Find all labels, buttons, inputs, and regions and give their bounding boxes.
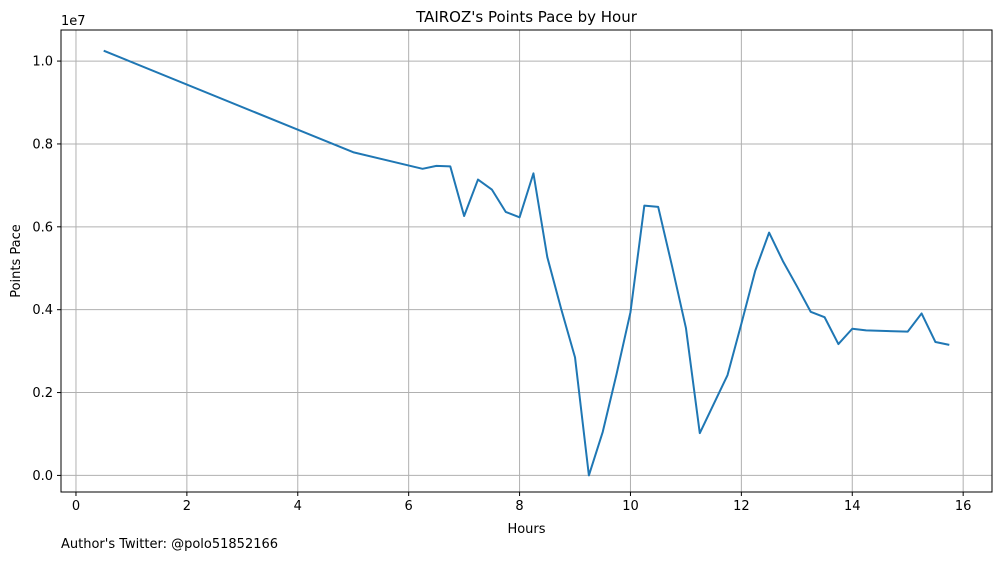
plot-frame bbox=[60, 29, 993, 493]
x-tick-label: 10 bbox=[622, 499, 639, 514]
y-tick-label: 0.6 bbox=[32, 220, 53, 235]
y-tick-label: 0.2 bbox=[32, 386, 53, 401]
series-line bbox=[103, 49, 950, 477]
x-tick-label: 4 bbox=[294, 499, 302, 514]
x-tick-label: 12 bbox=[733, 499, 750, 514]
x-tick-label: 0 bbox=[72, 499, 80, 514]
y-axis-offset-label: 1e7 bbox=[61, 14, 86, 29]
y-tick-label: 1.0 bbox=[32, 55, 53, 70]
x-tick-label: 14 bbox=[844, 499, 861, 514]
x-tick-label: 6 bbox=[405, 499, 413, 514]
x-axis-label: Hours bbox=[507, 522, 545, 537]
author-credit: Author's Twitter: @polo51852166 bbox=[61, 537, 279, 552]
grid-lines bbox=[61, 30, 992, 492]
x-tick-label: 16 bbox=[955, 499, 972, 514]
x-tick-label: 8 bbox=[515, 499, 523, 514]
chart-title: TAIROZ's Points Pace by Hour bbox=[415, 8, 638, 26]
y-tick-label: 0.4 bbox=[32, 303, 53, 318]
series-layer bbox=[103, 49, 950, 477]
y-tick-label: 0.8 bbox=[32, 137, 53, 152]
axis-ticks: 0 2 4 6 8 10 12 14 16 0.0 0.2 0.4 0.6 0.8 1.0 bbox=[32, 55, 971, 514]
y-axis-label: Points Pace bbox=[9, 224, 24, 298]
y-tick-label: 0.0 bbox=[32, 469, 53, 484]
x-tick-label: 2 bbox=[183, 499, 191, 514]
